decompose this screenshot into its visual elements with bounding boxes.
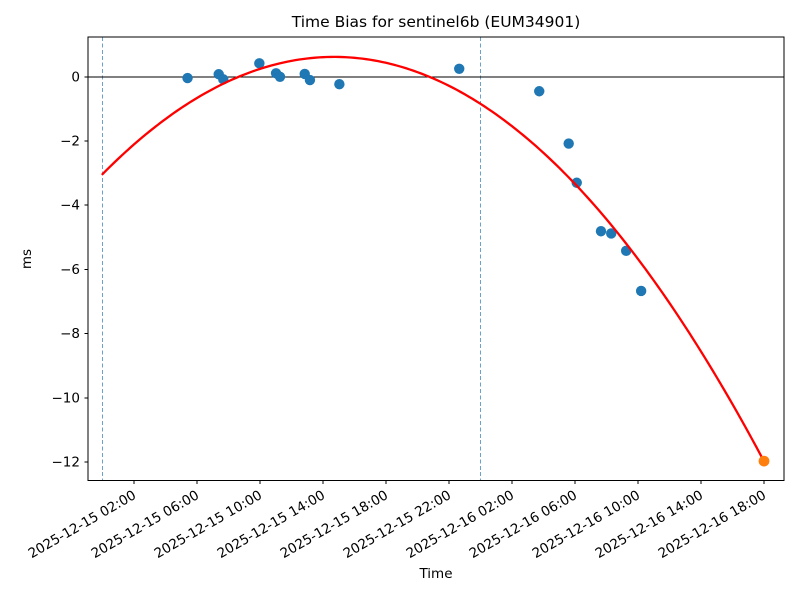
latest-data-point [758,455,770,467]
y-tick-label: 0 [71,69,80,85]
x-tick-label: 2025-12-16 10:00 [530,487,643,562]
y-axis-label: ms [19,249,35,269]
x-tick-label: 2025-12-16 02:00 [404,487,517,562]
y-tick-label: −10 [52,390,81,406]
data-point [563,138,574,149]
y-tick-label: −8 [60,326,80,342]
chart-title: Time Bias for sentinel6b (EUM34901) [291,13,581,31]
data-point [334,78,345,90]
data-point [635,285,647,297]
plot-frame [87,36,785,482]
x-tick-label: 2025-12-15 06:00 [89,487,202,562]
x-tick-label: 2025-12-15 18:00 [278,487,391,562]
x-tick-label: 2025-12-15 02:00 [26,487,139,562]
data-point [182,72,193,84]
data-point [595,226,607,237]
data-point [304,74,316,86]
y-tick-label: −2 [60,134,80,150]
y-tick-label: −6 [60,262,80,278]
data-point [254,58,265,69]
y-tick-label: −4 [60,198,80,214]
x-tick-label: 2025-12-15 14:00 [215,487,328,562]
x-tick-label: 2025-12-15 10:00 [152,487,265,562]
data-point [274,71,286,83]
x-axis-label: Time [418,566,452,582]
x-tick-label: 2025-12-16 18:00 [656,487,769,562]
data-point [606,228,617,239]
data-point [454,63,465,74]
y-tick-label: −12 [52,455,81,471]
x-tick-label: 2025-12-16 06:00 [467,487,580,562]
x-tick-label: 2025-12-15 22:00 [341,487,454,562]
data-point [534,86,545,97]
data-point [571,177,582,188]
x-tick-label: 2025-12-16 14:00 [593,487,706,562]
fit-curve [101,55,766,463]
